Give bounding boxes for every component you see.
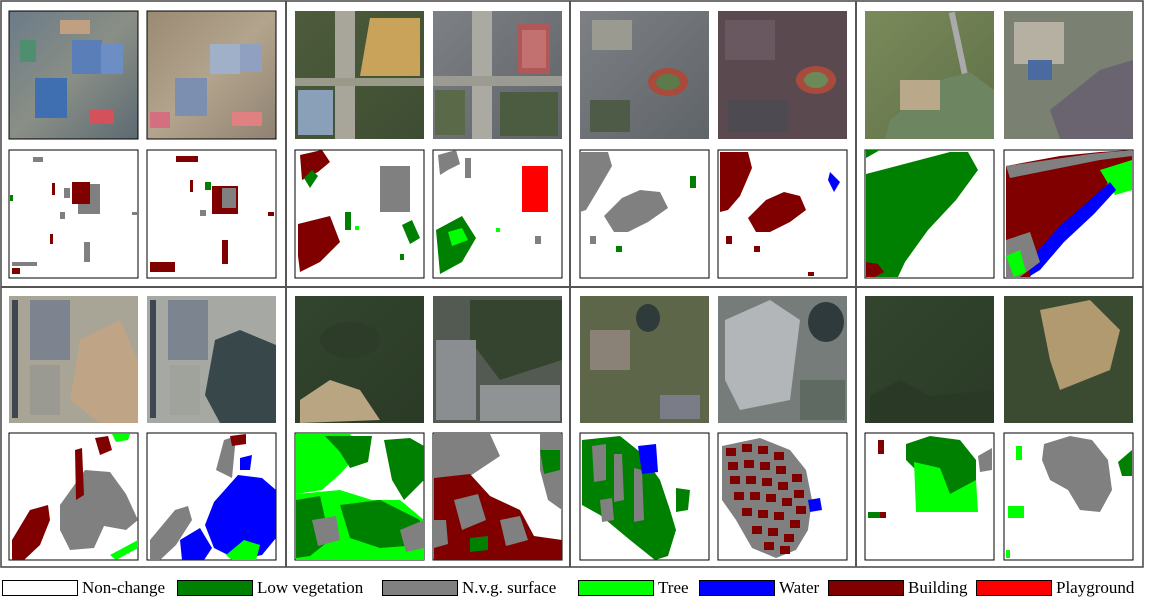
panel-group-1 — [8, 10, 277, 279]
change-map-t1 — [579, 432, 710, 561]
legend-item-building: Building — [828, 577, 968, 599]
legend-label: Tree — [658, 578, 689, 597]
change-map-t2 — [146, 432, 277, 561]
satellite-image-t1 — [580, 11, 709, 139]
satellite-image-t2 — [1004, 11, 1133, 139]
legend-label: Playground — [1056, 578, 1135, 597]
change-map-t2 — [1003, 432, 1134, 561]
satellite-image-t2 — [1004, 296, 1133, 423]
panel-group-8 — [864, 296, 1134, 561]
legend-item-water: Water — [699, 577, 819, 599]
satellite-image-t1 — [9, 296, 138, 423]
legend-label: Non-change — [82, 578, 166, 597]
legend-item-nvg-surface: N.v.g. surface — [382, 577, 556, 599]
satellite-image-t1 — [295, 11, 424, 139]
satellite-image-t2 — [146, 10, 277, 140]
change-map-t1 — [8, 149, 139, 279]
legend: Non-change Low vegetation N.v.g. surface… — [0, 577, 1155, 599]
change-map-t1 — [8, 432, 139, 561]
legend-swatch — [2, 580, 78, 596]
legend-swatch — [828, 580, 904, 596]
legend-label: N.v.g. surface — [462, 578, 557, 597]
change-map-t1 — [864, 149, 995, 279]
satellite-image-t1 — [8, 10, 139, 140]
change-map-t2 — [717, 149, 848, 279]
legend-swatch — [578, 580, 654, 596]
panel-group-2 — [294, 11, 563, 279]
legend-swatch — [976, 580, 1052, 596]
legend-label: Building — [908, 578, 968, 597]
panel-group-7 — [579, 296, 848, 561]
satellite-image-t1 — [865, 11, 994, 139]
change-map-t1 — [579, 149, 710, 279]
legend-item-low-vegetation: Low vegetation — [177, 577, 363, 599]
change-map-t2 — [717, 432, 848, 561]
satellite-image-t1 — [295, 296, 424, 423]
satellite-image-t1 — [865, 296, 994, 423]
legend-swatch — [382, 580, 458, 596]
panel-group-6 — [294, 296, 563, 561]
satellite-image-t2 — [433, 296, 562, 423]
panel-group-4 — [864, 11, 1134, 279]
change-map-t1 — [294, 149, 425, 279]
legend-item-non-change: Non-change — [2, 577, 165, 599]
legend-label: Water — [779, 578, 820, 597]
satellite-image-t2 — [718, 11, 847, 139]
panel-group-3 — [579, 11, 848, 279]
change-map-t2 — [1003, 149, 1134, 279]
change-map-t1 — [864, 432, 995, 561]
change-map-t2 — [146, 149, 277, 279]
change-map-t2 — [432, 149, 563, 279]
change-map-t1 — [294, 432, 425, 561]
satellite-image-t2 — [433, 11, 562, 139]
satellite-image-t1 — [580, 296, 709, 423]
change-map-t2 — [432, 432, 563, 561]
figure-frame — [0, 0, 1144, 568]
satellite-image-t2 — [147, 296, 276, 423]
satellite-image-t2 — [718, 296, 847, 423]
legend-item-playground: Playground — [976, 577, 1134, 599]
legend-swatch — [177, 580, 253, 596]
legend-label: Low vegetation — [257, 578, 364, 597]
legend-swatch — [699, 580, 775, 596]
panel-group-5 — [8, 296, 277, 561]
legend-item-tree: Tree — [578, 577, 689, 599]
